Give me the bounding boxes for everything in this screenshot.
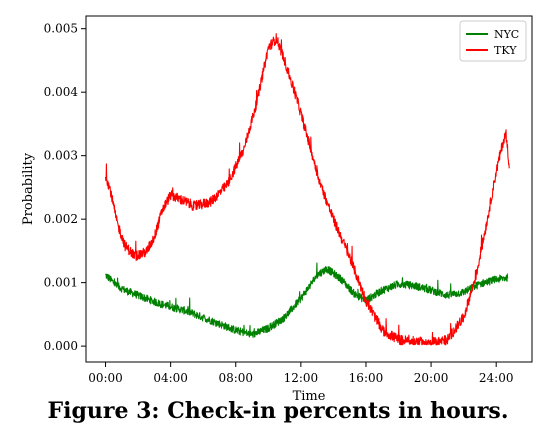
x-axis-title: Time bbox=[293, 389, 326, 404]
x-tick-label: 20:00 bbox=[414, 371, 449, 385]
y-tick-label: 0.002 bbox=[44, 212, 78, 226]
x-tick-label: 00:00 bbox=[88, 371, 123, 385]
legend: NYC TKY bbox=[459, 20, 527, 62]
x-tick-label: 16:00 bbox=[349, 371, 384, 385]
x-tick-label: 12:00 bbox=[284, 371, 319, 385]
y-tick-label: 0.001 bbox=[44, 276, 78, 290]
legend-label-nyc: NYC bbox=[494, 28, 519, 41]
x-tick-label: 24:00 bbox=[479, 371, 514, 385]
legend-label-tky: TKY bbox=[494, 44, 517, 57]
x-tick-label: 04:00 bbox=[153, 371, 188, 385]
y-tick-label: 0.003 bbox=[44, 149, 78, 163]
y-tick-label: 0.005 bbox=[44, 22, 78, 36]
y-tick-label: 0.000 bbox=[44, 339, 78, 353]
plot-frame bbox=[85, 15, 533, 363]
series-line-nyc bbox=[105, 262, 509, 338]
figure-caption: Figure 3: Check-in percents in hours. bbox=[47, 398, 509, 424]
series-line-tky bbox=[104, 33, 510, 346]
y-tick-label: 0.004 bbox=[44, 85, 79, 99]
series-layer bbox=[104, 33, 510, 346]
y-axis-title: Probability bbox=[21, 152, 36, 225]
x-tick-label: 08:00 bbox=[218, 371, 253, 385]
axes-layer: 00:00 04:00 08:00 12:00 16:00 20:00 24:00 0.000… bbox=[44, 15, 533, 385]
